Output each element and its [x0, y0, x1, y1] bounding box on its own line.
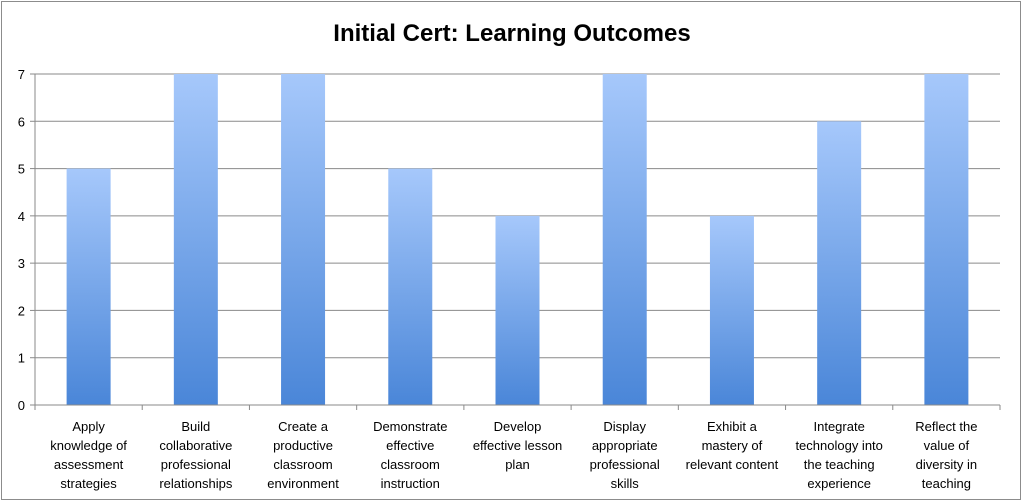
category-label-line: Apply: [72, 419, 105, 434]
bar: [388, 168, 433, 405]
bar: [281, 74, 326, 405]
category-label-line: Reflect the: [915, 419, 977, 434]
category-label-line: appropriate: [592, 438, 658, 453]
category-label-line: value of: [924, 438, 970, 453]
category-label-line: Display: [603, 419, 646, 434]
category-label-line: classroom: [273, 457, 332, 472]
y-tick-label: 3: [18, 256, 25, 271]
bar: [924, 74, 969, 405]
category-label-line: relationships: [159, 476, 232, 491]
bar: [66, 168, 111, 405]
y-tick-label: 7: [18, 67, 25, 82]
category-label-line: mastery of: [702, 438, 763, 453]
category-label-line: teaching: [922, 476, 971, 491]
category-label-line: classroom: [381, 457, 440, 472]
bars: [66, 74, 969, 406]
category-label-line: technology into: [795, 438, 882, 453]
category-label-line: professional: [590, 457, 660, 472]
category-label: Build collaborative professional relationsh…: [159, 419, 232, 491]
category-label-line: Demonstrate: [373, 419, 447, 434]
category-label: Display appropriate professional skills: [590, 419, 660, 491]
y-tick-label: 2: [18, 303, 25, 318]
category-label-line: assessment: [54, 457, 124, 472]
category-label-line: Build: [181, 419, 210, 434]
category-label-line: strategies: [60, 476, 117, 491]
category-label-line: Integrate: [814, 419, 865, 434]
category-label: Reflect the value of diversity in teaching: [915, 419, 977, 491]
bar: [602, 74, 647, 405]
category-label-line: productive: [273, 438, 333, 453]
category-label: Integrate technology into the teaching expe…: [795, 419, 882, 491]
category-label-line: relevant content: [686, 457, 779, 472]
category-label: Create a productive classroom environment: [267, 419, 339, 491]
category-label: Exhibit a mastery of relevant content: [686, 419, 779, 472]
category-label-line: skills: [611, 476, 640, 491]
axes: [30, 73, 1001, 410]
category-label-line: instruction: [381, 476, 440, 491]
y-tick-label: 6: [18, 114, 25, 129]
category-label-line: collaborative: [159, 438, 232, 453]
bar: [817, 121, 862, 406]
category-label-line: plan: [505, 457, 530, 472]
category-label: Apply knowledge of assessment strategies: [50, 419, 127, 491]
category-label-line: effective: [386, 438, 434, 453]
bar: [495, 215, 540, 405]
category-label-line: Exhibit a: [707, 419, 758, 434]
category-label-line: the teaching: [804, 457, 875, 472]
chart-title: Initial Cert: Learning Outcomes: [333, 20, 691, 47]
category-label: Develop effective lesson plan: [473, 419, 562, 472]
category-label-line: environment: [267, 476, 339, 491]
category-label-line: experience: [807, 476, 871, 491]
category-label-line: professional: [161, 457, 231, 472]
y-tick-label: 5: [18, 162, 25, 177]
bar: [173, 74, 218, 405]
category-label: Demonstrate effective classroom instruction: [373, 419, 447, 491]
bar: [709, 215, 754, 405]
y-tick-label: 1: [18, 351, 25, 366]
y-tick-label: 4: [18, 209, 25, 224]
category-label-line: Develop: [494, 419, 542, 434]
category-label-line: knowledge of: [50, 438, 127, 453]
y-tick-label: 0: [18, 398, 25, 413]
labels: 0 1 2 3 4 5 6 7 Apply knowledge of assessment strat…: [18, 67, 978, 491]
category-label-line: diversity in: [916, 457, 977, 472]
category-label-line: effective lesson: [473, 438, 562, 453]
category-label-line: Create a: [278, 419, 329, 434]
